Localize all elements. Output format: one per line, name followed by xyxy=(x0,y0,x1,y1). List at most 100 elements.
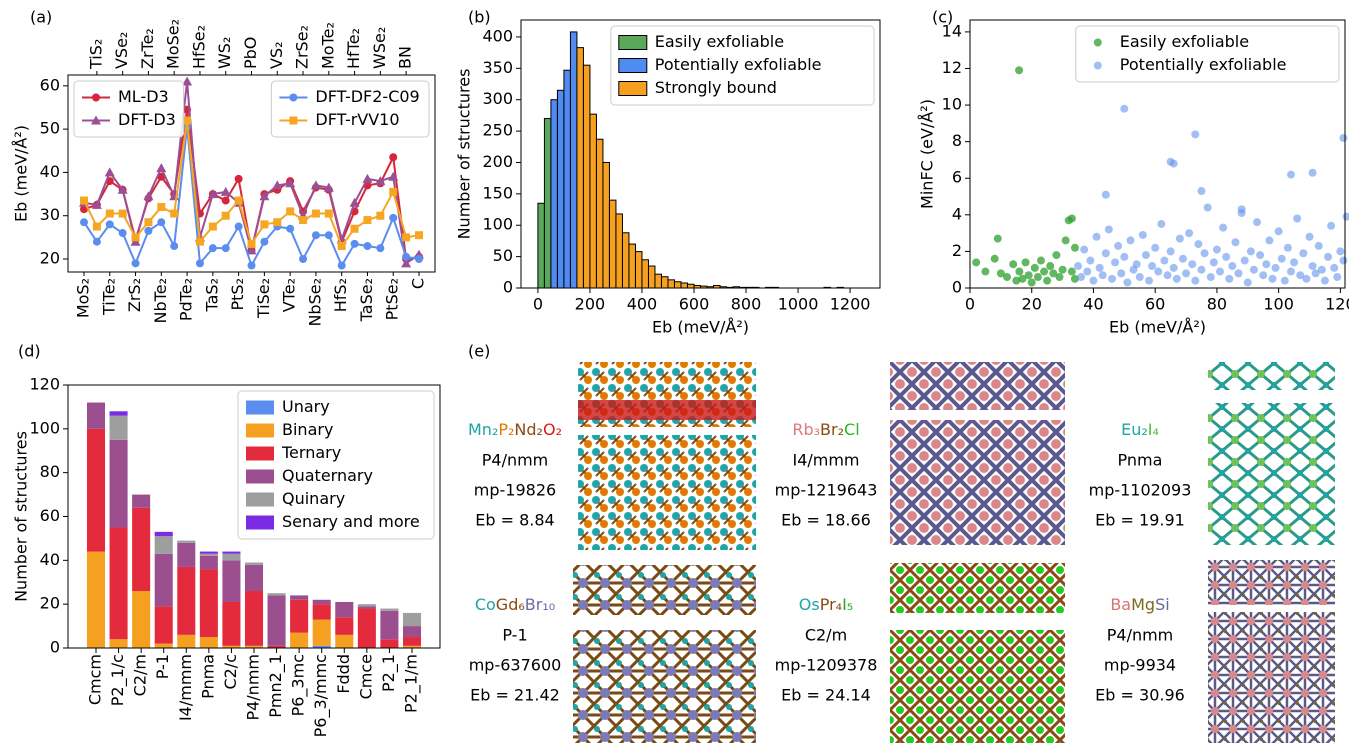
point xyxy=(338,262,346,270)
scatter-point xyxy=(1333,273,1341,281)
point xyxy=(325,210,333,218)
y-tick-label: 14 xyxy=(942,21,962,40)
x-tick-label: TiSe₂ xyxy=(254,278,273,319)
point xyxy=(196,259,204,267)
formula-part: Os xyxy=(799,595,820,614)
scatter-point xyxy=(1105,225,1113,233)
formula: Rb₃Br₂Cl xyxy=(792,420,859,439)
point xyxy=(157,218,165,226)
space-group: Pnma xyxy=(1118,451,1163,470)
scatter-point xyxy=(1040,268,1048,276)
bar-segment xyxy=(403,637,421,646)
scatter-point xyxy=(1059,266,1067,274)
legend-label: DFT-rVV10 xyxy=(315,110,399,129)
scatter-point xyxy=(1176,235,1184,243)
bar-segment xyxy=(313,620,331,646)
bar-segment xyxy=(222,602,240,646)
x-tick-label: 80 xyxy=(1207,295,1227,314)
point xyxy=(119,210,127,218)
scatter-point xyxy=(1247,247,1255,255)
histogram-bar xyxy=(668,280,675,288)
point xyxy=(156,163,166,172)
scatter-point xyxy=(1287,171,1295,179)
scatter-point xyxy=(1145,277,1153,285)
scatter-point xyxy=(1210,258,1218,266)
bar-segment xyxy=(177,567,195,635)
scatter-point xyxy=(1339,134,1347,142)
x-tick-label: MoTe₂ xyxy=(318,22,337,69)
x-tick-label: BN xyxy=(396,46,415,69)
x-tick-label: ZrS₂ xyxy=(125,278,144,312)
formula-part: Rb₃ xyxy=(792,420,820,439)
formula: BaMgSi xyxy=(1110,595,1169,614)
point xyxy=(402,233,410,241)
bar-segment xyxy=(380,639,398,648)
histogram-bar xyxy=(596,139,603,288)
scatter-point xyxy=(1324,253,1332,261)
bar-segment xyxy=(200,569,218,637)
scatter-point xyxy=(1111,258,1119,266)
legend-label: Unary xyxy=(282,397,330,416)
point xyxy=(389,153,397,161)
bar-segment xyxy=(200,554,218,556)
scatter-point xyxy=(1086,257,1094,265)
histogram-bar xyxy=(661,277,668,288)
y-tick-label: 50 xyxy=(40,119,60,138)
scatter-point xyxy=(1228,262,1236,270)
y-tick-label: 4 xyxy=(952,204,962,223)
legend-swatch xyxy=(1094,39,1102,47)
scatter-point xyxy=(1071,244,1079,252)
bar-segment xyxy=(155,644,173,648)
x-tick-label: C xyxy=(409,278,428,289)
point xyxy=(248,240,256,248)
x-tick-label: P6_3mc xyxy=(289,654,309,716)
bar-segment xyxy=(245,565,263,591)
legend-label: Quaternary xyxy=(282,466,373,485)
legend-swatch xyxy=(246,424,274,438)
y-tick-label: 60 xyxy=(40,506,60,525)
x-tick-label: Pnma xyxy=(198,654,217,699)
y-tick-label: 250 xyxy=(482,121,513,140)
scatter-point xyxy=(1154,268,1162,276)
y-tick-label: 40 xyxy=(40,550,60,569)
x-tick-label: VTe₂ xyxy=(280,278,299,312)
point xyxy=(273,218,281,226)
point xyxy=(376,212,384,220)
bar-segment xyxy=(268,593,286,595)
y-tick-label: 6 xyxy=(952,168,962,187)
scatter-point xyxy=(1089,277,1097,285)
material-id: mp-1209378 xyxy=(775,656,878,675)
scatter-point xyxy=(1290,258,1298,266)
formula-part: Mn₂ xyxy=(468,420,498,439)
y-axis-label: Number of structures xyxy=(455,69,474,240)
scatter-point xyxy=(1031,264,1039,272)
structure-side-view xyxy=(890,563,1065,613)
bar-segment xyxy=(177,543,195,567)
scatter-point xyxy=(991,255,999,263)
exfoliation-energy: Eb = 18.66 xyxy=(781,511,871,530)
scatter-point xyxy=(1241,257,1249,265)
point xyxy=(105,167,115,176)
scatter-point xyxy=(1330,264,1338,272)
point xyxy=(363,242,371,250)
scatter-point xyxy=(1022,258,1030,266)
point xyxy=(222,244,230,252)
legend-marker xyxy=(289,94,297,102)
space-group: P4/nmm xyxy=(482,451,549,470)
x-tick-label: 0 xyxy=(533,295,543,314)
scatter-point xyxy=(1034,273,1042,281)
bar-segment xyxy=(403,613,421,626)
x-tick-label: C2/m xyxy=(131,654,150,696)
bar-segment xyxy=(155,606,173,643)
y-tick-label: 20 xyxy=(40,249,60,268)
space-group: P-1 xyxy=(502,626,527,645)
point xyxy=(93,223,101,231)
scatter-point xyxy=(1046,262,1054,270)
scatter-point xyxy=(1336,247,1344,255)
point xyxy=(286,207,294,215)
scatter-point xyxy=(1268,275,1276,283)
scatter-point xyxy=(1306,233,1314,241)
x-tick-label: PtS₂ xyxy=(228,278,247,311)
bar-segment xyxy=(290,600,308,633)
scatter-point xyxy=(1056,273,1064,281)
